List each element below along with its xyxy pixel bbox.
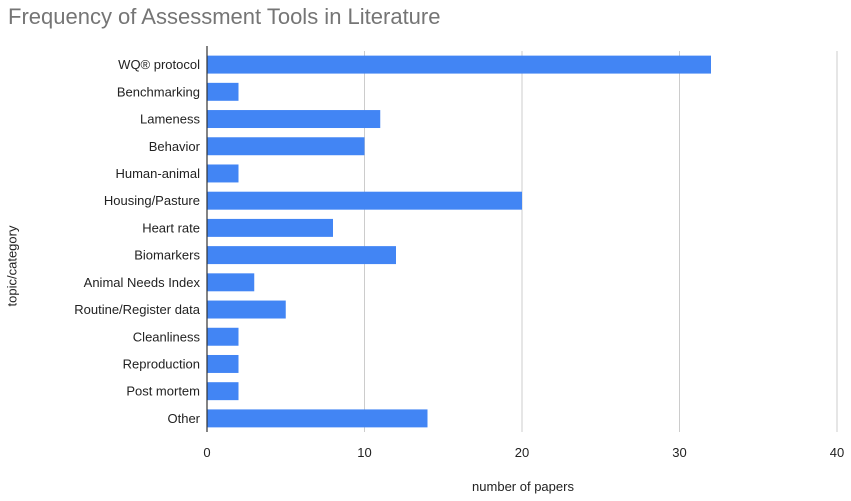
gridlines bbox=[364, 51, 838, 432]
bar bbox=[207, 273, 255, 292]
x-tick-label: 10 bbox=[357, 445, 371, 460]
y-tick-label: Animal Needs Index bbox=[84, 275, 201, 290]
x-tick-labels: 0 10 20 30 40 bbox=[203, 445, 844, 460]
bar bbox=[207, 300, 286, 319]
bars bbox=[207, 55, 711, 428]
y-tick-label: Other bbox=[167, 411, 200, 426]
y-tick-label: Lameness bbox=[140, 112, 200, 127]
y-tick-label: Human-animal bbox=[115, 166, 200, 181]
y-tick-label: Heart rate bbox=[142, 220, 200, 235]
bar bbox=[207, 409, 428, 428]
y-tick-label: Reproduction bbox=[123, 356, 200, 371]
y-tick-label: Routine/Register data bbox=[74, 302, 201, 317]
bar bbox=[207, 354, 239, 373]
y-tick-label: WQ® protocol bbox=[118, 57, 200, 72]
y-tick-label: Housing/Pasture bbox=[104, 193, 200, 208]
y-tick-label: Post mortem bbox=[126, 384, 200, 399]
x-tick-label: 20 bbox=[515, 445, 529, 460]
y-tick-label: Benchmarking bbox=[117, 84, 200, 99]
bar bbox=[207, 191, 522, 210]
bar bbox=[207, 82, 239, 101]
bar bbox=[207, 110, 381, 129]
bar bbox=[207, 218, 333, 237]
bar bbox=[207, 164, 239, 183]
y-tick-label: Biomarkers bbox=[134, 248, 200, 263]
bar bbox=[207, 55, 711, 74]
y-tick-labels: WQ® protocol Benchmarking Lameness Behavior… bbox=[74, 57, 201, 426]
y-tick-label: Behavior bbox=[149, 139, 201, 154]
bar bbox=[207, 327, 239, 346]
x-tick-label: 30 bbox=[672, 445, 686, 460]
x-tick-label: 0 bbox=[203, 445, 210, 460]
x-tick-label: 40 bbox=[830, 445, 844, 460]
bar bbox=[207, 382, 239, 401]
y-axis-label: topic/category bbox=[4, 225, 20, 307]
bar bbox=[207, 246, 396, 265]
x-axis-label: number of papers bbox=[472, 479, 574, 494]
bar bbox=[207, 137, 365, 156]
chart-title: Frequency of Assessment Tools in Literat… bbox=[8, 4, 441, 29]
y-tick-label: Cleanliness bbox=[133, 329, 201, 344]
